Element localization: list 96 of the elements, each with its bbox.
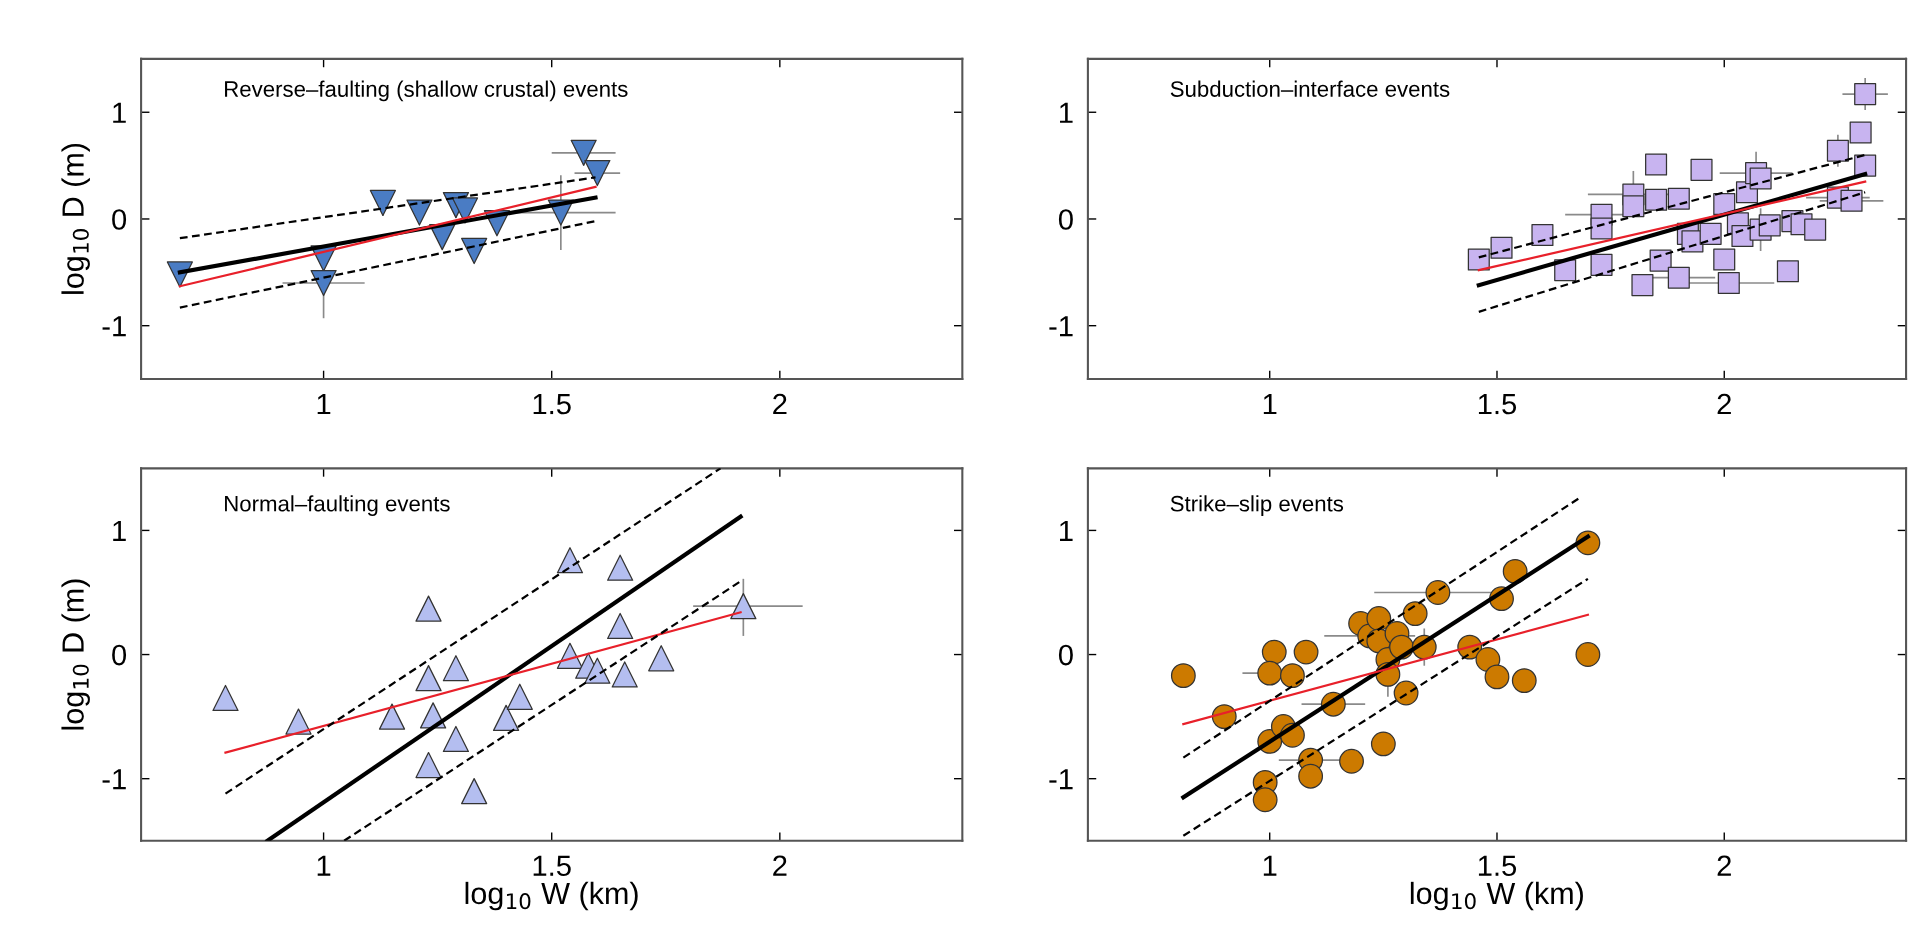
point bbox=[1339, 748, 1364, 774]
x-tick-label: 1 bbox=[1263, 855, 1277, 876]
point bbox=[1293, 639, 1319, 665]
point bbox=[415, 665, 442, 692]
point bbox=[584, 657, 611, 684]
y-tick-label: 1 bbox=[1060, 102, 1073, 123]
point bbox=[1826, 139, 1849, 162]
x-tick-label: 2 bbox=[1717, 855, 1731, 876]
x-tick-label: 1.5 bbox=[533, 394, 571, 415]
point bbox=[1840, 189, 1863, 212]
point bbox=[1590, 253, 1613, 276]
y-tick-label: 0 bbox=[1058, 644, 1073, 666]
point bbox=[492, 704, 520, 731]
point bbox=[310, 269, 337, 297]
point bbox=[1280, 663, 1305, 689]
point bbox=[1631, 274, 1654, 297]
y-tick-label: 1 bbox=[113, 102, 126, 123]
point bbox=[1298, 763, 1324, 789]
point bbox=[1804, 218, 1827, 241]
y-tick-label: 1 bbox=[113, 520, 126, 541]
point bbox=[584, 159, 611, 187]
point bbox=[1854, 83, 1877, 106]
text: Reverse–faulting (shallow crustal) events bbox=[225, 80, 628, 102]
point bbox=[1717, 271, 1740, 295]
point bbox=[1484, 664, 1510, 690]
text: Subduction–interface events bbox=[1170, 80, 1450, 97]
point bbox=[1849, 121, 1872, 144]
x-tick-label: 1 bbox=[317, 394, 331, 415]
point bbox=[1490, 236, 1513, 259]
point bbox=[607, 554, 634, 581]
y-axis-title: log$_{10}$ D (m) bbox=[61, 143, 90, 294]
point bbox=[415, 751, 442, 779]
point bbox=[442, 655, 470, 682]
point bbox=[730, 593, 757, 620]
point bbox=[1749, 167, 1772, 190]
point bbox=[648, 645, 675, 672]
point bbox=[1370, 731, 1396, 757]
point bbox=[1425, 580, 1451, 605]
point bbox=[570, 139, 597, 166]
y-tick-label: -1 bbox=[1049, 316, 1073, 337]
point bbox=[1252, 787, 1278, 813]
point bbox=[1622, 195, 1645, 218]
point bbox=[212, 684, 239, 712]
point bbox=[1393, 680, 1419, 706]
point bbox=[461, 237, 488, 265]
x-tick-label: 1.5 bbox=[533, 855, 571, 877]
point bbox=[611, 661, 638, 688]
point bbox=[607, 612, 634, 640]
point bbox=[1475, 647, 1501, 672]
y-tick-label: 0 bbox=[112, 644, 127, 666]
x-axis-title: log$_{10}$ W (km) bbox=[465, 881, 638, 911]
point bbox=[1667, 187, 1690, 210]
x-tick-label: 1.5 bbox=[1478, 394, 1517, 415]
point bbox=[1402, 601, 1428, 627]
point bbox=[1690, 158, 1713, 181]
point bbox=[1645, 188, 1668, 211]
y-tick-label: -1 bbox=[102, 769, 126, 790]
y-axis-title: log$_{10}$ D (m) bbox=[61, 579, 90, 730]
point bbox=[378, 703, 406, 730]
x-tick-label: 1 bbox=[1263, 394, 1277, 415]
point bbox=[1366, 606, 1392, 631]
y-tick-label: 0 bbox=[1058, 209, 1073, 230]
point bbox=[1170, 663, 1196, 689]
y-tick-label: -1 bbox=[102, 316, 126, 337]
point bbox=[1590, 217, 1613, 240]
point bbox=[1645, 153, 1668, 176]
point bbox=[1699, 222, 1722, 245]
x-tick-label: 2 bbox=[773, 393, 787, 415]
x-tick-label: 2 bbox=[1717, 393, 1731, 415]
point bbox=[1713, 248, 1736, 271]
point bbox=[1667, 266, 1690, 289]
point bbox=[1776, 260, 1799, 283]
text: Normal–faulting events bbox=[225, 495, 450, 516]
point bbox=[415, 595, 442, 622]
y-tick-label: -1 bbox=[1049, 769, 1073, 790]
point bbox=[461, 777, 488, 805]
x-axis-title: log$_{10}$ W (km) bbox=[1410, 881, 1583, 911]
point bbox=[1511, 668, 1537, 694]
point bbox=[1502, 558, 1528, 584]
point bbox=[442, 725, 470, 753]
point bbox=[1649, 249, 1672, 272]
point bbox=[1261, 639, 1287, 665]
text: Strike–slip events bbox=[1170, 495, 1344, 516]
point bbox=[1575, 642, 1601, 667]
x-tick-label: 1.5 bbox=[1478, 855, 1517, 877]
y-tick-label: 0 bbox=[112, 209, 127, 230]
point bbox=[369, 189, 397, 217]
x-tick-label: 2 bbox=[773, 855, 787, 876]
point bbox=[1758, 214, 1781, 237]
point bbox=[1257, 660, 1283, 686]
point bbox=[556, 547, 584, 574]
y-tick-label: 1 bbox=[1060, 520, 1073, 541]
point bbox=[1531, 223, 1554, 247]
x-tick-label: 1 bbox=[317, 855, 331, 876]
point bbox=[1467, 248, 1490, 271]
point bbox=[506, 683, 533, 710]
